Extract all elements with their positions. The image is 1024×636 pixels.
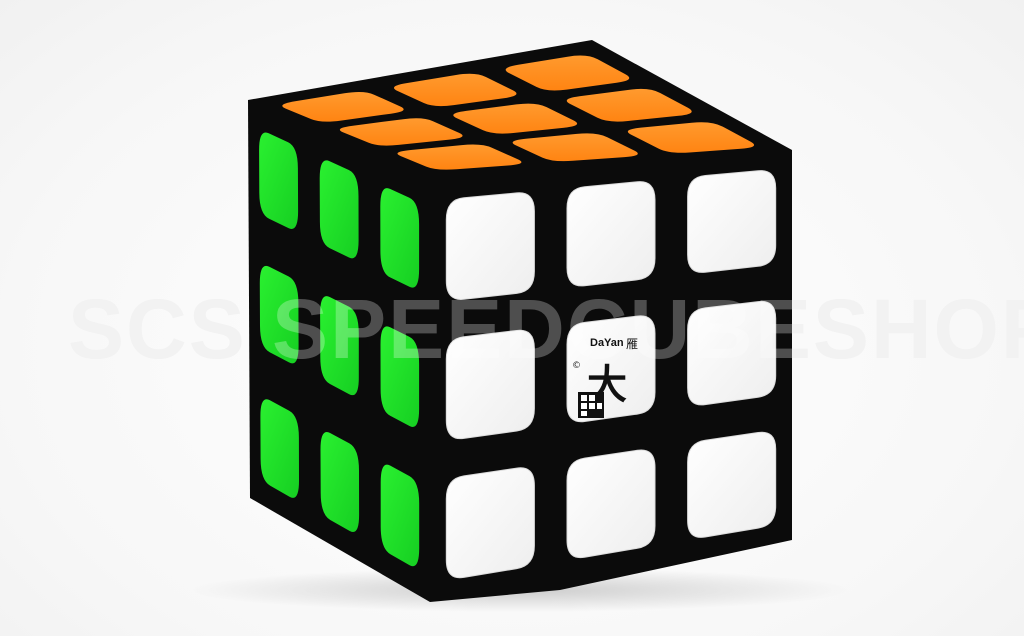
top-sticker — [512, 133, 638, 162]
front-sticker — [687, 300, 777, 406]
left-sticker — [260, 399, 300, 498]
logo-brand-text: DaYan — [590, 337, 624, 349]
front-sticker — [566, 181, 656, 287]
left-sticker — [259, 265, 299, 364]
top-sticker — [505, 55, 630, 91]
left-sticker — [380, 326, 420, 427]
top-face-stickers — [282, 55, 755, 170]
top-sticker — [566, 88, 692, 122]
top-sticker — [453, 103, 578, 134]
front-sticker — [566, 449, 656, 559]
dayan-logo: DaYan © 雁 大 — [572, 337, 638, 418]
top-sticker — [627, 122, 755, 153]
logo-mark: © — [572, 361, 581, 371]
left-sticker — [319, 160, 359, 259]
left-face-stickers — [259, 132, 420, 567]
left-sticker — [259, 132, 299, 229]
front-sticker — [445, 467, 535, 579]
top-sticker — [282, 91, 404, 122]
top-sticker — [393, 73, 517, 107]
front-sticker — [687, 431, 777, 538]
front-sticker — [445, 192, 535, 300]
front-face-stickers — [445, 170, 777, 579]
front-sticker — [687, 170, 777, 273]
logo-small-glyph: 雁 — [626, 337, 638, 351]
top-sticker — [397, 144, 522, 170]
left-sticker — [320, 431, 360, 533]
left-sticker — [320, 296, 359, 396]
logo-grid-icon — [578, 392, 604, 418]
left-sticker — [380, 464, 420, 567]
top-sticker — [339, 118, 463, 146]
cube-body — [248, 40, 792, 602]
watermark-overlay: SCS SPEEDCUBESHOP — [68, 282, 1024, 376]
left-sticker — [380, 188, 420, 288]
front-sticker — [445, 329, 535, 440]
